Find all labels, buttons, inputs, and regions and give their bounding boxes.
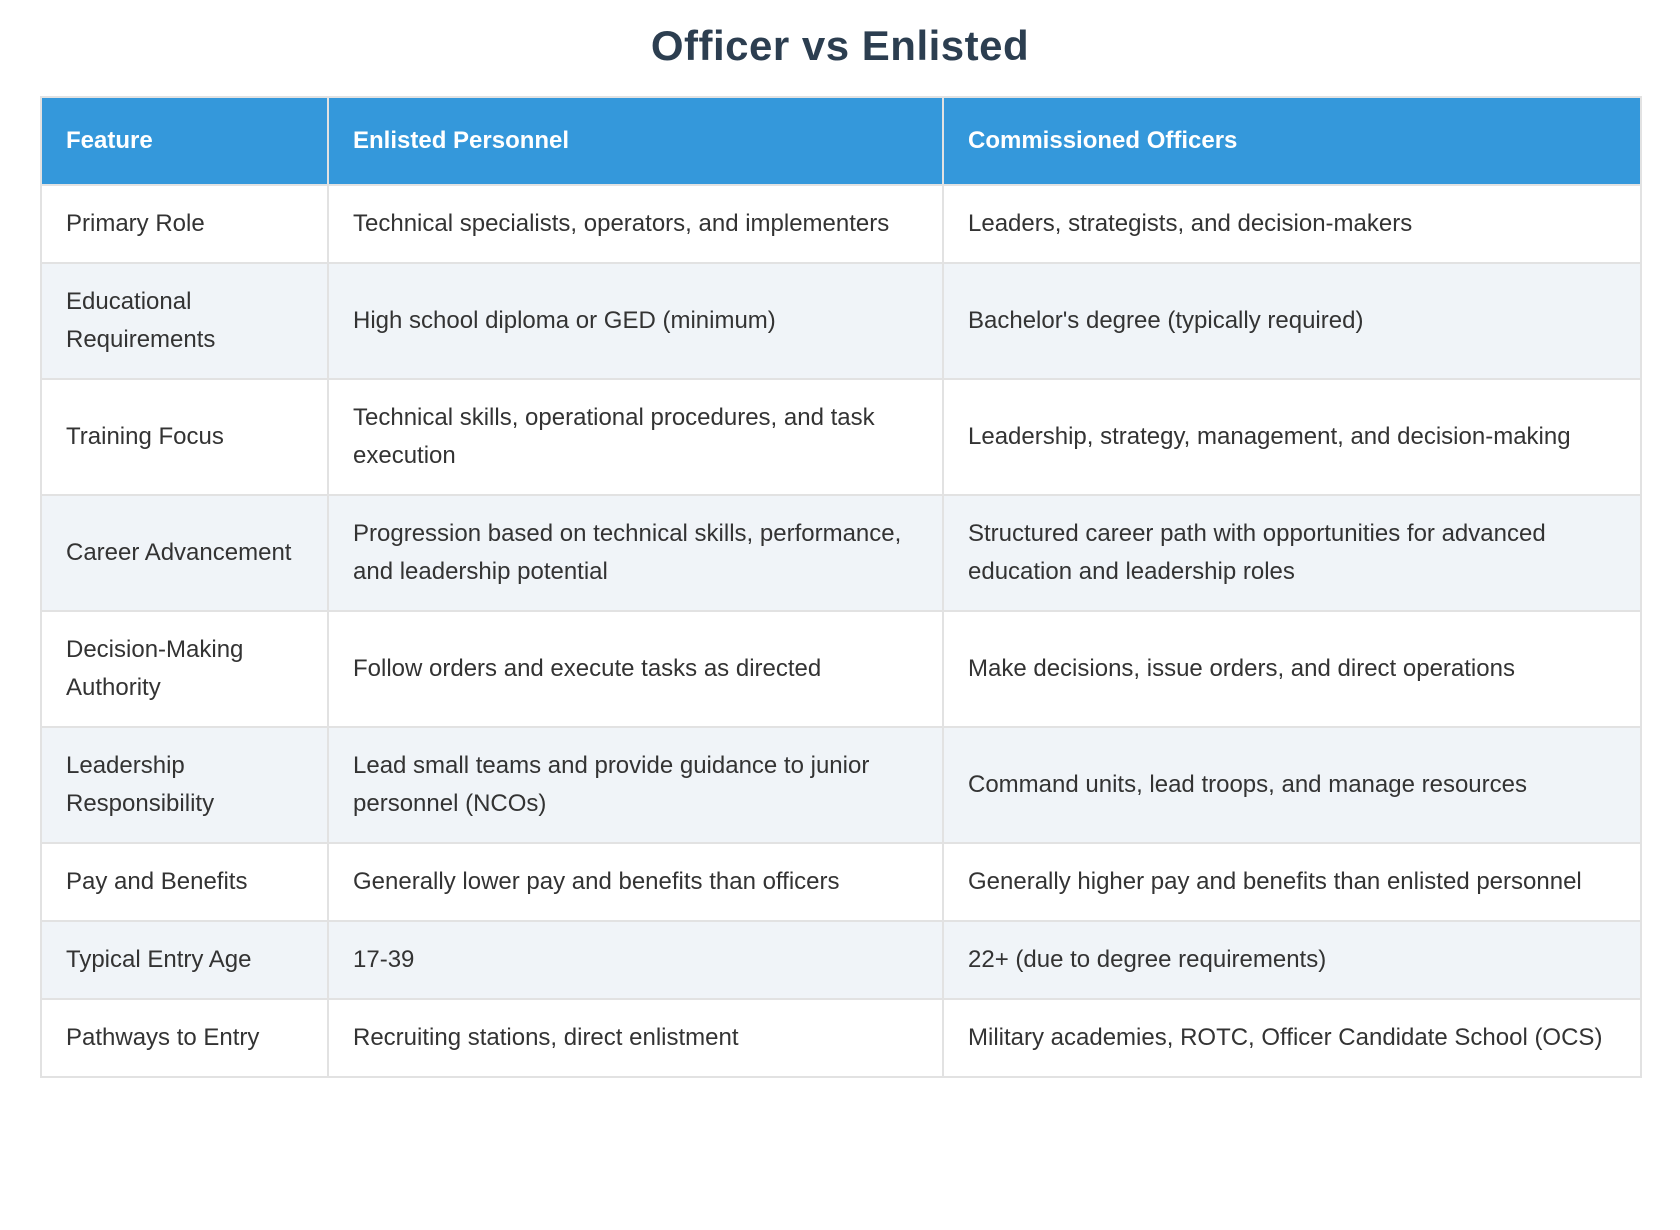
enlisted-cell: High school diploma or GED (minimum) [327, 262, 944, 380]
feature-cell: Training Focus [40, 378, 329, 496]
officers-cell: 22+ (due to degree requirements) [942, 920, 1642, 1000]
table-row: Leadership Responsibility Lead small tea… [40, 726, 1642, 844]
feature-cell: Decision-Making Authority [40, 610, 329, 728]
enlisted-cell: 17-39 [327, 920, 944, 1000]
feature-cell: Leadership Responsibility [40, 726, 329, 844]
feature-cell: Career Advancement [40, 494, 329, 612]
table-row: Training Focus Technical skills, operati… [40, 378, 1642, 496]
table-row: Primary Role Technical specialists, oper… [40, 184, 1642, 264]
comparison-table: Feature Enlisted Personnel Commissioned … [40, 96, 1642, 1078]
feature-cell: Primary Role [40, 184, 329, 264]
page-title: Officer vs Enlisted [650, 22, 1030, 69]
table-row: Career Advancement Progression based on … [40, 494, 1642, 612]
enlisted-cell: Technical skills, operational procedures… [327, 378, 944, 496]
feature-cell: Educational Requirements [40, 262, 329, 380]
table-header: Feature Enlisted Personnel Commissioned … [40, 96, 1642, 186]
officers-cell: Leaders, strategists, and decision-maker… [942, 184, 1642, 264]
enlisted-cell: Recruiting stations, direct enlistment [327, 998, 944, 1078]
officers-cell: Generally higher pay and benefits than e… [942, 842, 1642, 922]
table-row: Decision-Making Authority Follow orders … [40, 610, 1642, 728]
header-row: Feature Enlisted Personnel Commissioned … [40, 96, 1642, 186]
table-row: Educational Requirements High school dip… [40, 262, 1642, 380]
officers-cell: Bachelor's degree (typically required) [942, 262, 1642, 380]
feature-cell: Pay and Benefits [40, 842, 329, 922]
officers-cell: Make decisions, issue orders, and direct… [942, 610, 1642, 728]
table-body: Primary Role Technical specialists, oper… [40, 184, 1642, 1078]
column-header-enlisted: Enlisted Personnel [327, 96, 944, 186]
column-header-officers: Commissioned Officers [942, 96, 1642, 186]
officers-cell: Structured career path with opportunitie… [942, 494, 1642, 612]
enlisted-cell: Lead small teams and provide guidance to… [327, 726, 944, 844]
enlisted-cell: Generally lower pay and benefits than of… [327, 842, 944, 922]
table-row: Pay and Benefits Generally lower pay and… [40, 842, 1642, 922]
enlisted-cell: Technical specialists, operators, and im… [327, 184, 944, 264]
feature-cell: Typical Entry Age [40, 920, 329, 1000]
enlisted-cell: Follow orders and execute tasks as direc… [327, 610, 944, 728]
table-row: Typical Entry Age 17-39 22+ (due to degr… [40, 920, 1642, 1000]
officers-cell: Command units, lead troops, and manage r… [942, 726, 1642, 844]
officers-cell: Military academies, ROTC, Officer Candid… [942, 998, 1642, 1078]
feature-cell: Pathways to Entry [40, 998, 329, 1078]
table-row: Pathways to Entry Recruiting stations, d… [40, 998, 1642, 1078]
officers-cell: Leadership, strategy, management, and de… [942, 378, 1642, 496]
enlisted-cell: Progression based on technical skills, p… [327, 494, 944, 612]
column-header-feature: Feature [40, 96, 329, 186]
